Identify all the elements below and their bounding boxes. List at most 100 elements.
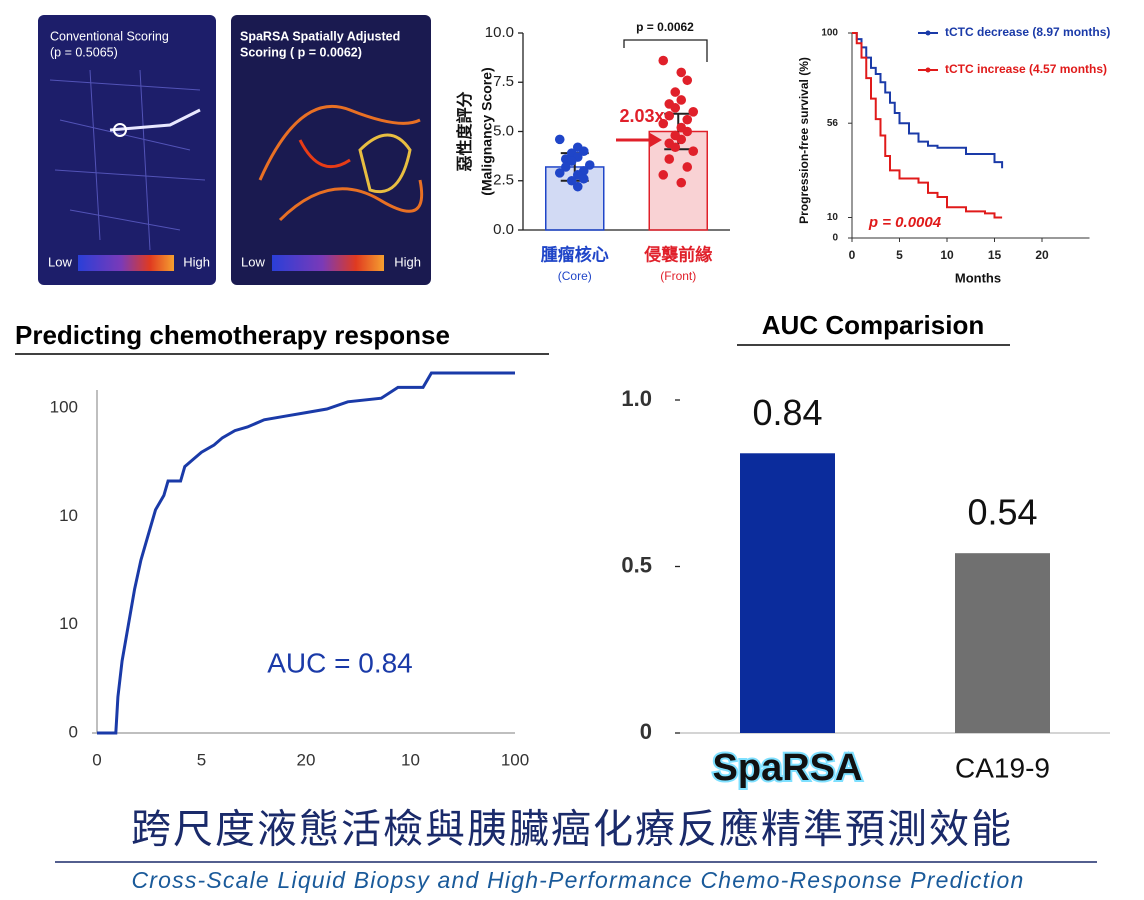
bar xyxy=(955,553,1050,733)
y-tick-label: 56 xyxy=(827,118,839,129)
y-tick-label: 0.5 xyxy=(621,552,652,577)
y-tick-label: 0 xyxy=(832,233,838,244)
fold-change: 2.03x xyxy=(619,106,664,126)
y-tick-label: 10.0 xyxy=(485,24,514,41)
legend-label: tCTC increase (4.57 months) xyxy=(945,62,1107,76)
hotspot xyxy=(109,108,201,132)
data-point xyxy=(566,175,577,186)
x-tick-label: 100 xyxy=(501,750,529,769)
x-tick-label: 5 xyxy=(896,248,903,262)
legend-marker xyxy=(925,67,931,73)
x-tick-label: 20 xyxy=(297,750,316,769)
scale-high-label: High xyxy=(394,254,421,269)
data-point xyxy=(688,107,699,117)
hotspot xyxy=(113,123,127,137)
data-point xyxy=(682,114,693,125)
survival-curve xyxy=(852,32,1003,219)
y-tick-label: 10 xyxy=(59,614,78,633)
color-scale xyxy=(272,255,384,271)
data-point xyxy=(578,173,589,184)
x-tick-note: (Core) xyxy=(558,269,592,283)
y-tick-label: 5.0 xyxy=(493,122,514,139)
data-point xyxy=(670,87,681,97)
x-tick-label: 10 xyxy=(940,248,954,262)
scale-high-label: High xyxy=(183,254,210,269)
y-tick-label: 0.0 xyxy=(493,221,514,238)
data-point xyxy=(658,55,669,66)
legend-label: tCTC decrease (8.97 months) xyxy=(945,25,1110,39)
x-tick-label: SpaRSA xyxy=(713,747,863,789)
panel-title: (p = 0.5065) xyxy=(50,45,118,59)
y-tick-label: 2.5 xyxy=(493,172,514,189)
value-label: 0.54 xyxy=(967,492,1037,533)
y-tick-label: 0 xyxy=(69,722,78,741)
data-point xyxy=(566,156,577,166)
auc-annotation: AUC = 0.84 xyxy=(267,647,413,678)
data-point xyxy=(670,142,681,153)
footer-subtitle: Cross-Scale Liquid Biopsy and High-Perfo… xyxy=(131,867,1024,893)
y-tick-label: 0 xyxy=(640,719,652,744)
arrow xyxy=(650,133,662,147)
x-tick-label: 0 xyxy=(849,248,856,262)
y-tick-label: 1.0 xyxy=(621,386,652,411)
p-value: p = 0.0004 xyxy=(868,214,942,231)
x-tick-label: 0 xyxy=(92,750,101,769)
y-tick-label: 100 xyxy=(821,28,838,39)
panel-title: Conventional Scoring xyxy=(50,29,169,43)
data-point xyxy=(682,126,693,137)
data-point xyxy=(560,162,571,172)
x-tick-note: (Front) xyxy=(660,269,696,283)
data-point xyxy=(682,162,693,172)
y-tick-label: 10 xyxy=(59,506,78,525)
heat-regions xyxy=(258,104,424,222)
y-tick-label: 10 xyxy=(827,212,839,223)
x-tick-label: 腫瘤核心 xyxy=(541,244,609,264)
x-tick-label: 20 xyxy=(1035,248,1049,262)
survival-curve xyxy=(852,32,1004,169)
y-axis-label: Progression-free survival (%) xyxy=(797,57,811,224)
data-point xyxy=(676,95,687,105)
data-point xyxy=(676,177,687,188)
bar xyxy=(740,453,835,733)
x-tick-label: 15 xyxy=(988,248,1002,262)
value-label: 0.84 xyxy=(752,392,822,433)
x-tick-label: 5 xyxy=(197,750,206,769)
data-point xyxy=(554,168,565,178)
x-axis-label: Months xyxy=(955,270,1001,285)
data-point xyxy=(584,160,595,170)
data-point xyxy=(554,134,565,145)
scale-low-label: Low xyxy=(241,254,265,269)
significance-bracket xyxy=(623,39,708,62)
tissue-texture xyxy=(49,69,206,251)
data-point xyxy=(688,146,699,156)
panel-title: Scoring ( p = 0.0062) xyxy=(240,45,362,59)
bar xyxy=(545,166,605,231)
chart-title: Predicting chemotherapy response xyxy=(15,320,450,350)
data-point xyxy=(670,103,681,113)
data-point xyxy=(676,134,687,145)
scale-low-label: Low xyxy=(48,254,72,269)
x-tick-label: CA19-9 xyxy=(955,752,1050,783)
data-point xyxy=(664,110,675,121)
legend-marker xyxy=(925,30,931,36)
p-value: p = 0.0062 xyxy=(636,20,694,34)
x-tick-label: 侵襲前緣 xyxy=(643,244,712,264)
data-point xyxy=(676,67,687,78)
data-point xyxy=(682,75,693,86)
y-tick-label: 100 xyxy=(50,397,78,416)
data-point xyxy=(664,154,675,164)
data-point xyxy=(658,118,669,129)
color-scale xyxy=(78,255,174,271)
data-point xyxy=(658,170,669,180)
y-axis-label: 惡性度評分 xyxy=(455,91,474,171)
footer-title: 跨尺度液態活檢與胰臟癌化療反應精準預測效能 xyxy=(131,808,1013,852)
roc-curve xyxy=(97,371,515,735)
data-point xyxy=(572,181,583,192)
chart-title: AUC Comparision xyxy=(762,310,984,340)
panel-title: SpaRSA Spatially Adjusted xyxy=(240,29,400,43)
y-tick-label: 7.5 xyxy=(493,73,514,90)
y-axis-label: (Malignancy Score) xyxy=(479,67,495,195)
x-tick-label: 10 xyxy=(401,750,420,769)
